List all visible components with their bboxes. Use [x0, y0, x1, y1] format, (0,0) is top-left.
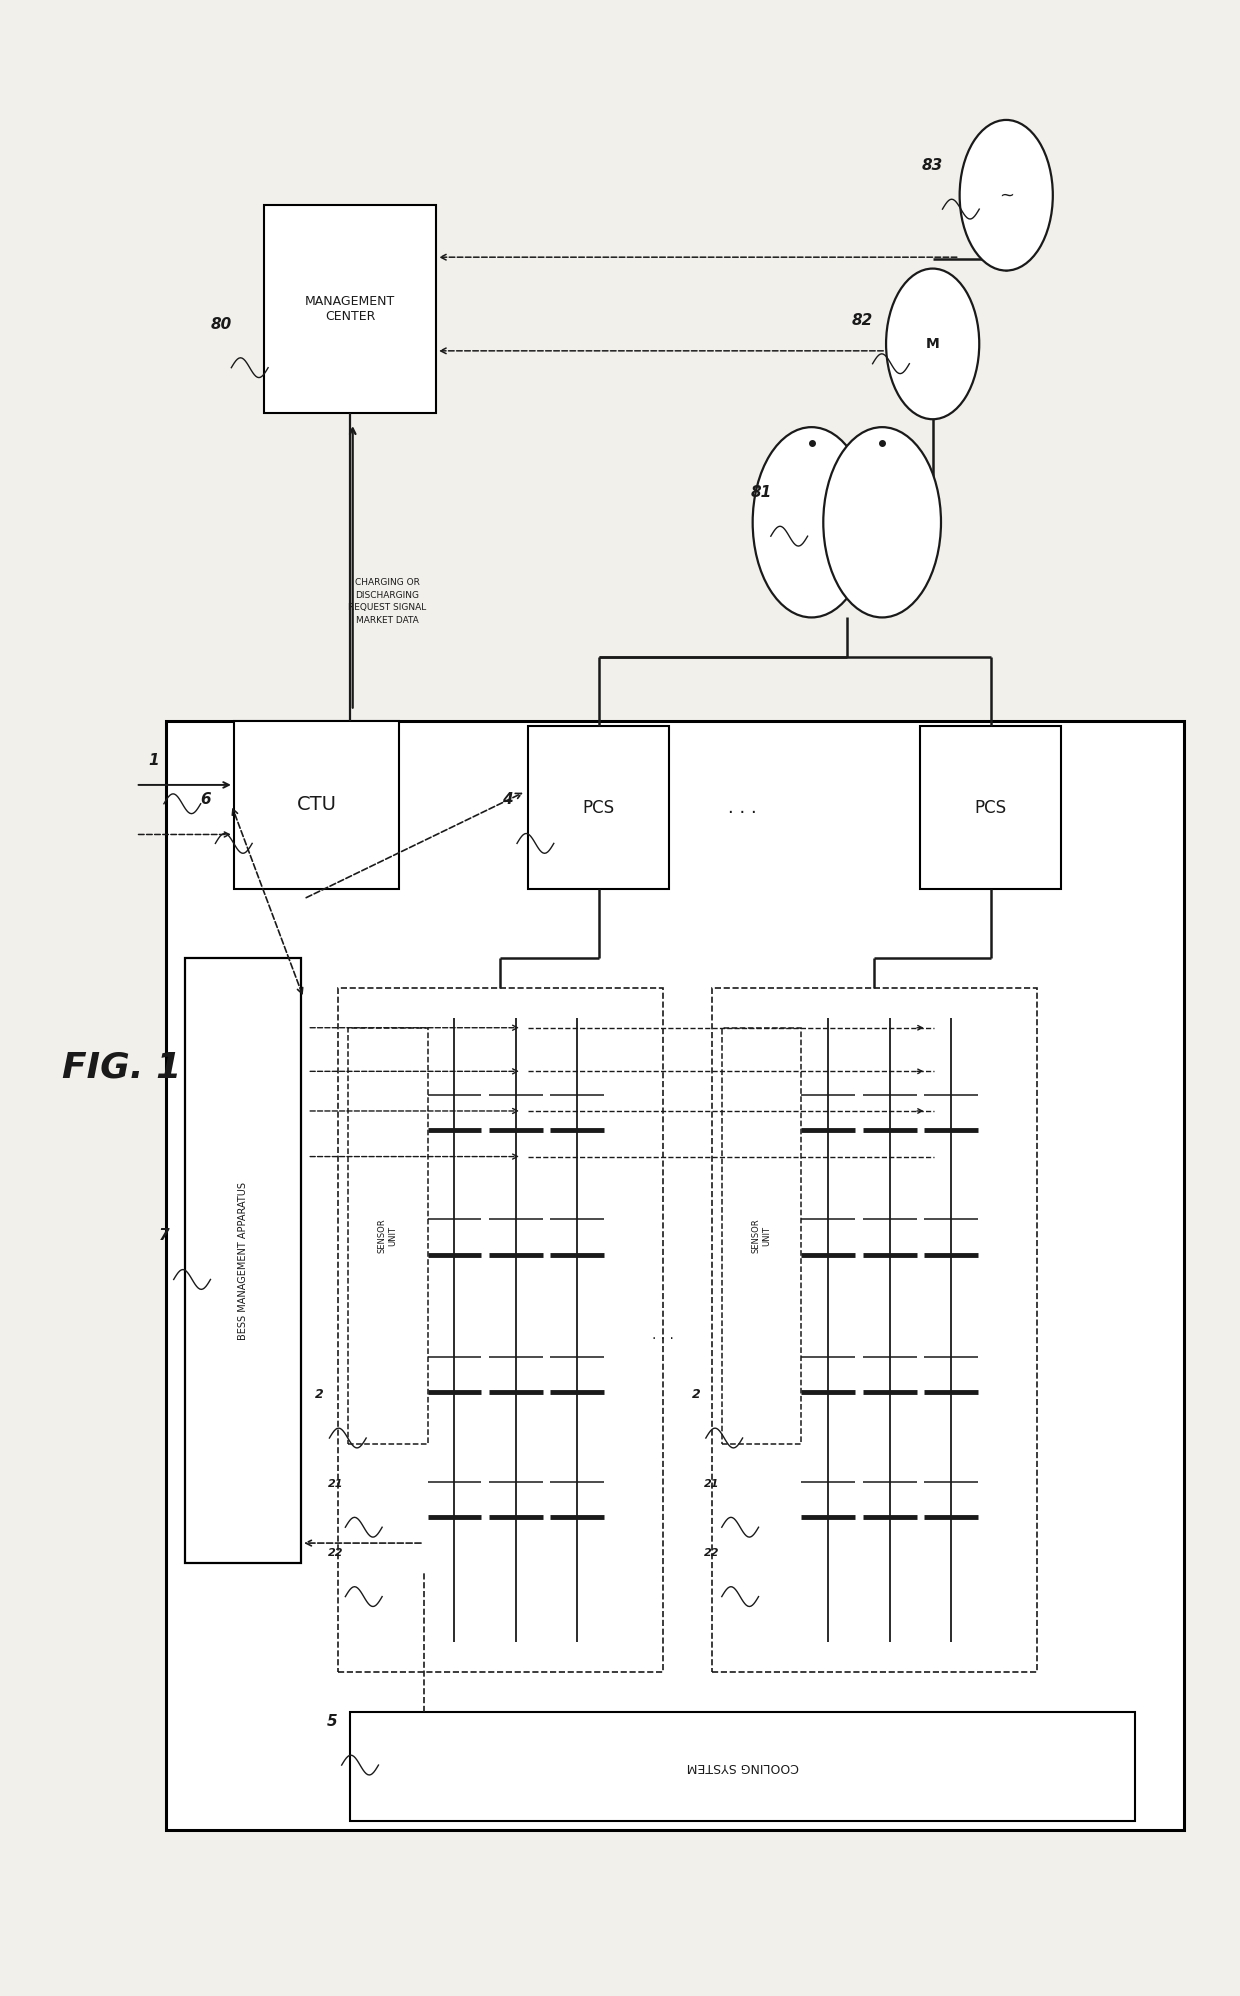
- Bar: [339, 988, 663, 1673]
- Circle shape: [960, 120, 1053, 271]
- Text: 4: 4: [502, 792, 512, 806]
- Bar: [185, 958, 301, 1563]
- Text: BESS MANAGEMENT APPARATUS: BESS MANAGEMENT APPARATUS: [238, 1182, 248, 1339]
- Text: ~: ~: [998, 186, 1014, 204]
- Text: 83: 83: [923, 158, 944, 174]
- Circle shape: [887, 269, 980, 419]
- Text: COOLING SYSTEM: COOLING SYSTEM: [687, 1760, 799, 1772]
- Text: 6: 6: [201, 792, 211, 806]
- Text: CTU: CTU: [296, 794, 336, 814]
- Bar: [722, 1028, 801, 1443]
- Text: FIG. 1: FIG. 1: [62, 1050, 181, 1084]
- Text: 7: 7: [159, 1228, 169, 1244]
- Bar: [920, 727, 1061, 888]
- Bar: [264, 206, 436, 413]
- Text: MANAGEMENT
CENTER: MANAGEMENT CENTER: [305, 295, 396, 323]
- Text: PCS: PCS: [583, 798, 615, 816]
- Text: 22: 22: [327, 1549, 343, 1559]
- Text: 2: 2: [692, 1387, 701, 1401]
- Bar: [712, 988, 1037, 1673]
- Text: 82: 82: [852, 313, 873, 327]
- Bar: [350, 1711, 1135, 1820]
- Text: . . .: . . .: [652, 1327, 673, 1341]
- Text: 1: 1: [149, 752, 160, 768]
- Text: 22: 22: [704, 1549, 719, 1559]
- Text: SENSOR
UNIT: SENSOR UNIT: [378, 1218, 397, 1253]
- Bar: [347, 1028, 428, 1443]
- Bar: [234, 721, 399, 888]
- Circle shape: [753, 427, 870, 617]
- Circle shape: [823, 427, 941, 617]
- Text: 81: 81: [750, 485, 771, 501]
- Text: PCS: PCS: [975, 798, 1007, 816]
- Bar: [166, 721, 1184, 1830]
- Text: 21: 21: [327, 1479, 343, 1489]
- Text: 21: 21: [704, 1479, 719, 1489]
- Text: 5: 5: [326, 1715, 337, 1729]
- Text: SENSOR
UNIT: SENSOR UNIT: [751, 1218, 771, 1253]
- Text: CHARGING OR
DISCHARGING
REQUEST SIGNAL
MARKET DATA: CHARGING OR DISCHARGING REQUEST SIGNAL M…: [348, 579, 427, 625]
- Text: 80: 80: [211, 317, 232, 331]
- Text: M: M: [926, 337, 940, 351]
- Bar: [528, 727, 670, 888]
- Text: . . .: . . .: [728, 798, 756, 816]
- Text: 2: 2: [315, 1387, 324, 1401]
